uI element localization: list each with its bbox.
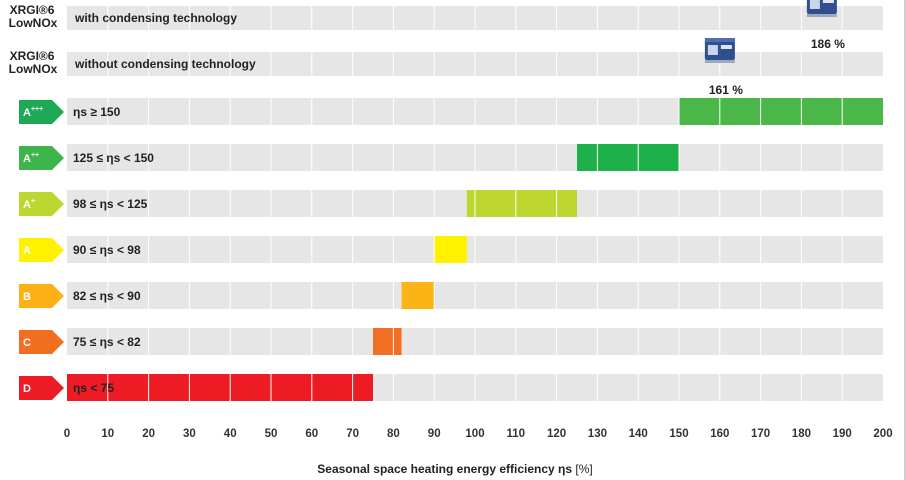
x-tick-label: 110 xyxy=(507,428,526,440)
x-tick-label: 60 xyxy=(305,428,318,440)
class-row-label: 75 ≤ ηs < 82 xyxy=(73,335,141,349)
class-row-label: 82 ≤ ηs < 90 xyxy=(73,289,141,303)
x-tick-label: 200 xyxy=(873,428,892,440)
product-name-line1: XRGI®6 xyxy=(10,3,55,17)
x-tick-label: 20 xyxy=(142,428,155,440)
x-tick-label: 50 xyxy=(265,428,278,440)
x-tick-label: 90 xyxy=(428,428,441,440)
x-tick-label: 150 xyxy=(669,428,688,440)
x-tick-label: 40 xyxy=(224,428,237,440)
x-tick-label: 10 xyxy=(101,428,114,440)
class-bar-0 xyxy=(679,98,883,125)
chp-unit-icon xyxy=(704,38,735,63)
class-row-label: 125 ≤ ηs < 150 xyxy=(73,151,154,165)
x-tick-label: 160 xyxy=(710,428,729,440)
right-border xyxy=(904,0,906,480)
efficiency-class-label: A xyxy=(23,245,31,257)
x-tick-label: 190 xyxy=(833,428,852,440)
class-bar-1 xyxy=(577,144,679,171)
product-row-label: without condensing technology xyxy=(74,57,256,71)
product-value-label: 186 % xyxy=(811,37,845,51)
product-value-label: 161 % xyxy=(709,83,743,97)
efficiency-class-arrow xyxy=(19,238,64,262)
class-bar-5 xyxy=(373,328,402,355)
class-bar-3 xyxy=(434,236,467,263)
efficiency-class-label: D xyxy=(23,383,31,395)
efficiency-class-arrow xyxy=(19,100,64,124)
class-row-label: ηs ≥ 150 xyxy=(73,105,121,119)
class-row-label: ηs < 75 xyxy=(73,381,114,395)
class-bar-6 xyxy=(67,374,373,401)
efficiency-class-label: B xyxy=(23,291,31,303)
efficiency-class-arrow xyxy=(19,330,64,354)
x-tick-label: 130 xyxy=(588,428,607,440)
class-bar-2 xyxy=(466,190,577,217)
efficiency-class-arrow xyxy=(19,192,64,216)
efficiency-class-arrow xyxy=(19,284,64,308)
product-name-line2: LowNOx xyxy=(9,62,58,76)
x-tick-label: 180 xyxy=(792,428,811,440)
x-tick-label: 70 xyxy=(346,428,359,440)
x-tick-label: 0 xyxy=(64,428,70,440)
x-tick-label: 30 xyxy=(183,428,196,440)
x-axis-title: Seasonal space heating energy efficiency… xyxy=(317,462,592,476)
x-tick-label: 120 xyxy=(547,428,566,440)
product-name-line2: LowNOx xyxy=(9,16,58,30)
class-bar-4 xyxy=(401,282,435,309)
class-row-label: 90 ≤ ηs < 98 xyxy=(73,243,141,257)
efficiency-class-arrow xyxy=(19,146,64,170)
x-tick-label: 170 xyxy=(751,428,770,440)
x-tick-label: 80 xyxy=(387,428,400,440)
x-tick-label: 140 xyxy=(629,428,648,440)
product-row-label: with condensing technology xyxy=(74,11,237,25)
chp-unit-icon xyxy=(806,0,837,17)
product-name-line1: XRGI®6 xyxy=(10,49,55,63)
x-tick-label: 100 xyxy=(465,428,484,440)
class-row-label: 98 ≤ ηs < 125 xyxy=(73,197,148,211)
efficiency-class-label: C xyxy=(23,337,31,349)
efficiency-class-arrow xyxy=(19,376,64,400)
